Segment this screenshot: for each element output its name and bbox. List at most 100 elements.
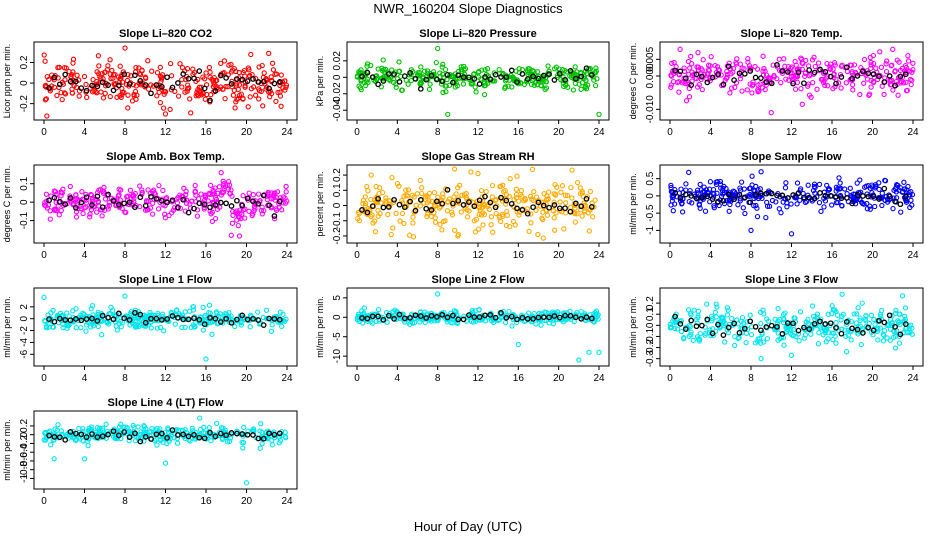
data-point (76, 93, 82, 99)
data-point (442, 66, 449, 73)
hourly-point (276, 198, 283, 205)
hourly-point (137, 194, 144, 201)
outlier-point (243, 480, 250, 486)
hourly-point (126, 81, 133, 87)
data-point (724, 312, 731, 318)
data-point (123, 209, 129, 216)
hourly-point (546, 204, 552, 211)
outlier-point (435, 45, 441, 52)
x-tick-label: 16 (826, 127, 838, 138)
x-tick-label: 4 (708, 250, 714, 261)
data-point (704, 301, 710, 307)
y-tick-label: -0.1 (645, 327, 656, 345)
hourly-point (73, 430, 79, 437)
data-point (551, 215, 557, 221)
data-point (683, 187, 689, 193)
data-point (269, 60, 276, 66)
x-tick-label: 4 (82, 250, 88, 261)
data-point (158, 76, 165, 82)
hourly-point (212, 433, 219, 440)
x-tick-label: 4 (395, 127, 401, 138)
hourly-point (51, 434, 58, 440)
hourly-point (524, 210, 531, 217)
data-point (391, 199, 397, 205)
panel-4: Slope Amb. Box Temp.degrees C per min.0 4… (2, 151, 298, 261)
data-point (229, 78, 235, 85)
data-point (276, 440, 282, 446)
hourly-point (583, 314, 590, 321)
data-point (891, 329, 897, 335)
data-point (42, 97, 49, 103)
data-point (545, 189, 552, 195)
panel-ylabel: ml/min per min. (628, 173, 638, 235)
data-point (105, 63, 111, 69)
hourly-point (46, 316, 52, 322)
data-point (882, 178, 889, 184)
hourly-point (503, 74, 510, 81)
hourly-point (201, 321, 208, 328)
x-tick-label: 8 (748, 373, 754, 384)
hourly-point (276, 430, 283, 437)
x-tick-label: 0 (667, 373, 673, 384)
data-point (137, 72, 144, 78)
data-point (258, 88, 264, 95)
hourly-point (137, 78, 144, 84)
data-point (563, 200, 569, 206)
hourly-point (715, 321, 721, 328)
data-point (759, 85, 766, 91)
x-tick-label: 20 (867, 373, 879, 384)
data-point (431, 189, 438, 196)
hourly-point (672, 313, 678, 320)
hourly-point (827, 193, 834, 199)
x-tick-label: 16 (826, 250, 838, 261)
data-point (212, 195, 219, 201)
data-point (902, 305, 909, 311)
hourly-point (62, 437, 69, 443)
data-point (695, 313, 701, 319)
data-point (565, 84, 571, 90)
data-point (777, 67, 783, 74)
data-point (863, 183, 869, 189)
data-point (879, 202, 885, 209)
data-point (389, 174, 395, 181)
data-point (250, 192, 257, 198)
hourly-point (201, 435, 208, 442)
data-point (533, 207, 539, 213)
data-point (764, 335, 771, 342)
data-point (592, 197, 598, 203)
hourly-point (369, 203, 376, 209)
hourly-point (126, 434, 133, 441)
hourly-point (709, 74, 716, 81)
data-point (688, 312, 694, 318)
data-point (154, 442, 160, 448)
data-point (488, 222, 494, 228)
data-point (43, 82, 49, 89)
hourly-point (854, 192, 861, 198)
data-point (568, 184, 574, 191)
data-point (204, 91, 210, 98)
data-point (594, 76, 600, 82)
hourly-point (758, 190, 764, 197)
data-point (826, 186, 833, 193)
data-point (478, 187, 485, 194)
hourly-point (741, 194, 748, 201)
data-point (369, 320, 376, 326)
x-tick-label: 16 (513, 250, 525, 261)
data-point (157, 99, 164, 106)
data-point (526, 310, 532, 316)
hourly-point (217, 199, 224, 206)
data-point (695, 308, 702, 314)
data-point (802, 332, 809, 338)
data-point (70, 56, 77, 62)
hourly-point (704, 79, 711, 86)
data-point (192, 182, 198, 189)
data-point (252, 198, 258, 204)
y-tick-label: -0.2 (645, 339, 656, 357)
panel-ylabel: percent per min. (315, 171, 325, 236)
data-point (453, 191, 459, 197)
hourly-point (260, 435, 267, 442)
data-point (228, 187, 234, 193)
hourly-point (260, 322, 267, 328)
data-point (667, 321, 673, 328)
hourly-point (148, 193, 154, 200)
